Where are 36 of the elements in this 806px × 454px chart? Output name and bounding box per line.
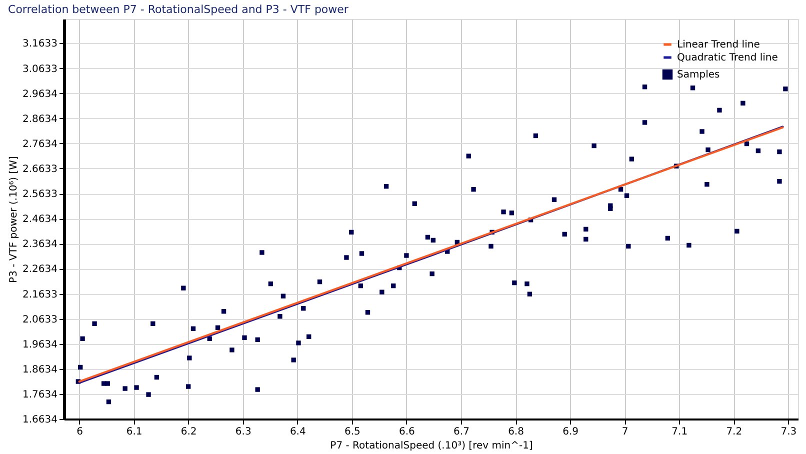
y-tick-label: 2.2634 — [22, 264, 58, 276]
y-tick-label: 3.0633 — [22, 64, 58, 75]
y-tick-label: 1.7634 — [22, 389, 58, 400]
x-tick-label: 6.4 — [290, 426, 306, 438]
x-tick-label: 7.3 — [780, 426, 797, 438]
y-tick-label: 2.3634 — [22, 239, 58, 250]
x-tick-label: 6 — [76, 426, 83, 438]
y-tick-label: 2.7634 — [22, 138, 58, 150]
y-tick-label: 3.1633 — [22, 38, 58, 50]
x-tick-label: 7.1 — [672, 426, 688, 438]
legend-label: Linear Trend line — [677, 40, 760, 50]
x-tick-label: 7 — [622, 426, 628, 438]
y-tick-label: 2.8634 — [22, 114, 58, 125]
y-tick-label: 1.8634 — [22, 364, 58, 376]
y-tick-label: 2.9634 — [22, 88, 58, 100]
x-tick-label: 6.1 — [126, 426, 142, 438]
y-tick-label: 2.5633 — [22, 189, 58, 200]
x-tick-label: 6.7 — [454, 426, 470, 438]
y-axis-title: P3 - VTF power (.10⁶) [W] — [8, 156, 20, 283]
y-tick-label: 2.1633 — [22, 289, 58, 300]
y-tick-label: 2.6633 — [22, 164, 58, 175]
legend-label: Quadratic Trend line — [677, 52, 778, 64]
x-tick-label: 6.3 — [235, 426, 252, 438]
y-tick-label: 1.6634 — [22, 414, 58, 426]
chart-title: Correlation between P7 - RotationalSpeed and P3 - VTF power — [8, 3, 349, 16]
y-tick-label: 2.0633 — [22, 314, 58, 326]
x-tick-label: 7.2 — [726, 426, 742, 438]
x-axis-title: P7 - RotationalSpeed (.10³) [rev min^-1] — [330, 440, 533, 452]
x-tick-label: 6.5 — [344, 426, 360, 438]
y-tick-label: 1.9634 — [22, 339, 58, 350]
x-tick-label: 6.9 — [562, 426, 579, 438]
x-tick-label: 6.8 — [508, 426, 524, 438]
x-tick-label: 6.2 — [180, 426, 197, 438]
legend-label: Samples — [677, 70, 720, 80]
y-tick-label: 2.4634 — [22, 214, 58, 226]
x-tick-label: 6.6 — [399, 426, 415, 438]
